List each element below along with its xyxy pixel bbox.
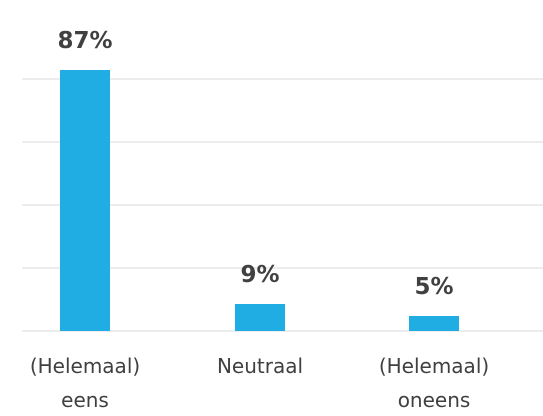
category-label-line: Neutraal: [217, 354, 303, 378]
bar: [60, 70, 110, 331]
data-label: 87%: [57, 28, 112, 54]
data-labels: 87% 9% 5%: [57, 28, 453, 300]
bar: [235, 304, 285, 331]
category-label: (Helemaal) oneens: [379, 354, 489, 412]
data-label: 5%: [414, 274, 453, 300]
data-label: 9%: [240, 262, 279, 288]
category-labels: (Helemaal) eens Neutraal (Helemaal) oneens: [30, 354, 489, 412]
bars: [60, 70, 459, 331]
category-label: (Helemaal) eens: [30, 354, 140, 412]
category-label-line: (Helemaal): [379, 354, 489, 378]
category-label-line: eens: [61, 388, 109, 412]
bar: [409, 316, 459, 331]
category-label-line: oneens: [398, 388, 471, 412]
category-label: Neutraal: [217, 354, 303, 378]
category-label-line: (Helemaal): [30, 354, 140, 378]
